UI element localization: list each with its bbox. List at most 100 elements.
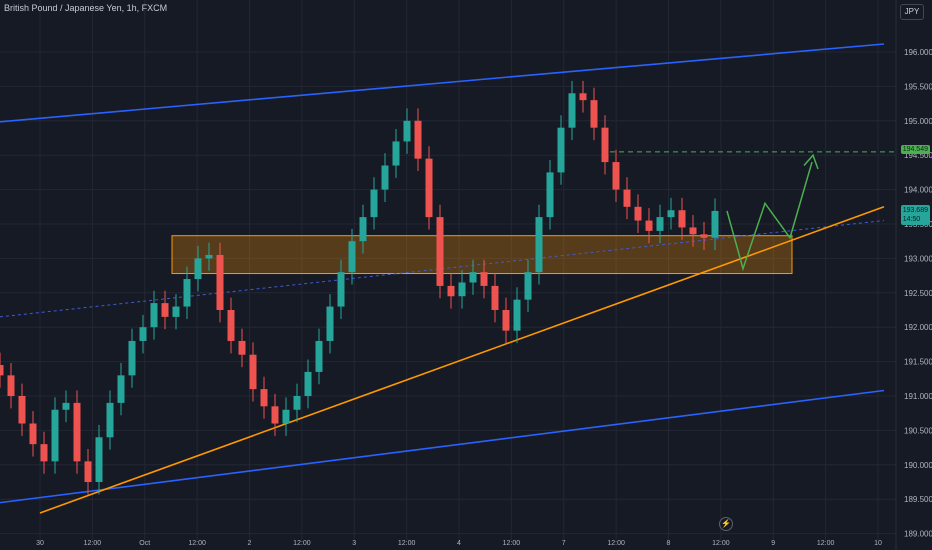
candle-body <box>513 299 521 331</box>
candle-body <box>0 365 4 376</box>
candle-body <box>414 120 422 159</box>
candle-body <box>84 461 92 482</box>
projection-arrow-head <box>803 153 819 170</box>
candle-body <box>40 444 48 462</box>
level-price-tag: 194.549 <box>900 145 930 154</box>
candle-body <box>51 409 59 462</box>
candle-body <box>139 327 147 341</box>
candle-body <box>502 310 510 331</box>
candle-body <box>700 234 708 238</box>
candle-body <box>403 120 411 142</box>
candle-body <box>238 340 246 355</box>
candle-body <box>645 220 653 231</box>
candle-body <box>194 258 202 280</box>
time-tick-label: 12:00 <box>607 540 625 547</box>
countdown-label: 14:50 <box>902 216 921 223</box>
candle-body <box>337 272 345 307</box>
candle-body <box>480 272 488 286</box>
projection-path <box>726 161 813 272</box>
candle-body <box>282 409 290 424</box>
candle-body <box>381 165 389 190</box>
time-tick-label: 4 <box>457 540 461 547</box>
lightning-icon[interactable]: ⚡ <box>719 517 733 531</box>
price-tick-label: 191.000 <box>904 392 932 401</box>
candles <box>0 80 719 495</box>
candle-body <box>128 340 136 376</box>
candle-body <box>612 162 620 190</box>
candle-body <box>535 217 543 273</box>
candle-body <box>216 254 224 310</box>
price-tick-label: 194.500 <box>904 151 932 160</box>
candle-body <box>205 254 213 259</box>
candle-body <box>557 127 565 173</box>
candle-body <box>161 303 169 317</box>
candle-body <box>568 93 576 128</box>
candle-body <box>227 310 235 341</box>
candle-body <box>458 282 466 297</box>
candle-body <box>304 371 312 396</box>
candle-body <box>249 354 257 390</box>
time-tick-label: 12:00 <box>188 540 206 547</box>
time-axis: 30 12:00 Oct 12:00 2 12:00 3 12:00 4 12:00 7 12:00 8… <box>36 540 882 547</box>
time-tick-label: 8 <box>667 540 671 547</box>
price-tick-label: 192.500 <box>904 289 932 298</box>
candle-body <box>348 241 356 273</box>
candle-body <box>73 402 81 462</box>
candle-body <box>7 375 15 396</box>
ascending-trendline <box>39 206 885 514</box>
time-tick-label: 12:00 <box>712 540 730 547</box>
time-tick-label: 12:00 <box>84 540 102 547</box>
candle-body <box>601 127 609 163</box>
currency-badge[interactable]: JPY <box>900 4 924 20</box>
price-tick-label: 191.500 <box>904 358 932 367</box>
candle-body <box>546 172 554 218</box>
time-tick-label: 12:00 <box>503 540 521 547</box>
price-tick-label: 195.000 <box>904 117 932 126</box>
candle-body <box>326 306 334 341</box>
time-tick-label: 9 <box>771 540 775 547</box>
candle-body <box>469 272 477 283</box>
candle-body <box>315 340 323 372</box>
price-tick-label: 193.000 <box>904 254 932 263</box>
candle-body <box>370 189 378 218</box>
candle-body <box>260 389 268 407</box>
time-tick-label: 10 <box>874 540 882 547</box>
price-tick-label: 189.500 <box>904 495 932 504</box>
time-tick-label: 12:00 <box>398 540 416 547</box>
candle-body <box>711 210 719 238</box>
candle-body <box>634 206 642 221</box>
candle-body <box>29 423 37 445</box>
price-tick-label: 192.000 <box>904 323 932 332</box>
last-price-tag: 193.689 14:50 <box>900 205 930 225</box>
candle-body <box>106 402 114 438</box>
time-tick-label: 30 <box>36 540 44 547</box>
candle-body <box>172 306 180 317</box>
candle-body <box>117 375 125 403</box>
upper-channel-line <box>0 43 885 123</box>
candle-body <box>436 217 444 286</box>
candle-body <box>689 227 697 235</box>
candle-body <box>678 210 686 228</box>
candle-body <box>623 189 631 207</box>
candle-body <box>62 402 70 410</box>
candle-body <box>150 303 158 328</box>
price-tick-label: 190.500 <box>904 426 932 435</box>
candle-body <box>447 285 455 297</box>
candle-body <box>18 396 26 424</box>
time-tick-label: 12:00 <box>293 540 311 547</box>
price-tick-label: 194.000 <box>904 186 932 195</box>
chart-grid <box>0 0 896 540</box>
time-tick-label: Oct <box>139 540 150 547</box>
candle-body <box>524 272 532 300</box>
candle-body <box>656 217 664 231</box>
candle-body <box>183 279 191 307</box>
time-tick-label: 7 <box>562 540 566 547</box>
candle-body <box>590 100 598 128</box>
candle-body <box>491 285 499 310</box>
candle-body <box>271 406 279 424</box>
last-price-label: 193.689 <box>902 207 928 214</box>
symbol-title: British Pound / Japanese Yen, 1h, FXCM <box>4 3 168 13</box>
time-tick-label: 12:00 <box>817 540 835 547</box>
support-resistance-zone <box>171 235 793 275</box>
